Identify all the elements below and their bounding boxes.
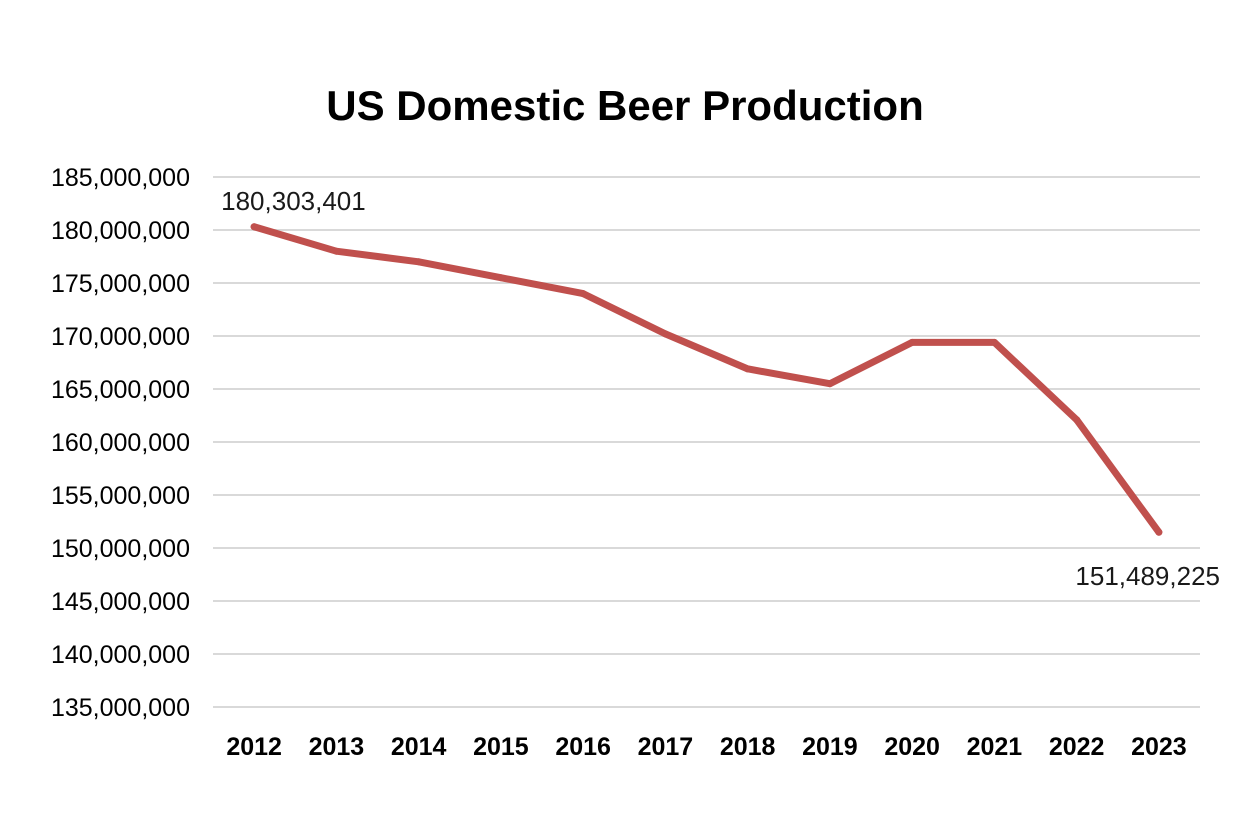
x-tick-label: 2015 xyxy=(473,733,529,761)
y-tick-label: 150,000,000 xyxy=(51,535,190,563)
y-tick-label: 185,000,000 xyxy=(51,164,190,192)
y-tick-label: 155,000,000 xyxy=(51,482,190,510)
data-point xyxy=(250,223,258,231)
data-point xyxy=(744,365,752,373)
data-point xyxy=(826,380,834,388)
data-point xyxy=(1073,416,1081,424)
x-tick-label: 2017 xyxy=(638,733,694,761)
x-tick-label: 2020 xyxy=(884,733,940,761)
x-tick-label: 2013 xyxy=(309,733,365,761)
y-tick-label: 145,000,000 xyxy=(51,588,190,616)
x-tick-label: 2014 xyxy=(391,733,447,761)
data-label: 180,303,401 xyxy=(221,186,366,216)
data-point xyxy=(1155,528,1163,536)
x-tick-label: 2022 xyxy=(1049,733,1105,761)
y-tick-label: 140,000,000 xyxy=(51,641,190,669)
y-tick-label: 170,000,000 xyxy=(51,323,190,351)
x-tick-label: 2018 xyxy=(720,733,776,761)
y-tick-label: 160,000,000 xyxy=(51,429,190,457)
data-point xyxy=(332,247,340,255)
chart-title: US Domestic Beer Production xyxy=(326,82,924,129)
x-tick-label: 2023 xyxy=(1131,733,1187,761)
x-tick-label: 2012 xyxy=(226,733,282,761)
data-point xyxy=(497,274,505,282)
x-tick-label: 2019 xyxy=(802,733,858,761)
data-label: 151,489,225 xyxy=(1075,561,1220,591)
y-tick-label: 165,000,000 xyxy=(51,376,190,404)
x-tick-label: 2021 xyxy=(967,733,1023,761)
x-tick-label: 2016 xyxy=(555,733,611,761)
y-tick-label: 175,000,000 xyxy=(51,270,190,298)
data-point xyxy=(661,330,669,338)
y-tick-label: 135,000,000 xyxy=(51,694,190,722)
data-point xyxy=(908,338,916,346)
series-line xyxy=(250,223,1163,536)
data-point xyxy=(990,338,998,346)
data-point xyxy=(415,258,423,266)
data-point xyxy=(579,290,587,298)
y-tick-label: 180,000,000 xyxy=(51,217,190,245)
